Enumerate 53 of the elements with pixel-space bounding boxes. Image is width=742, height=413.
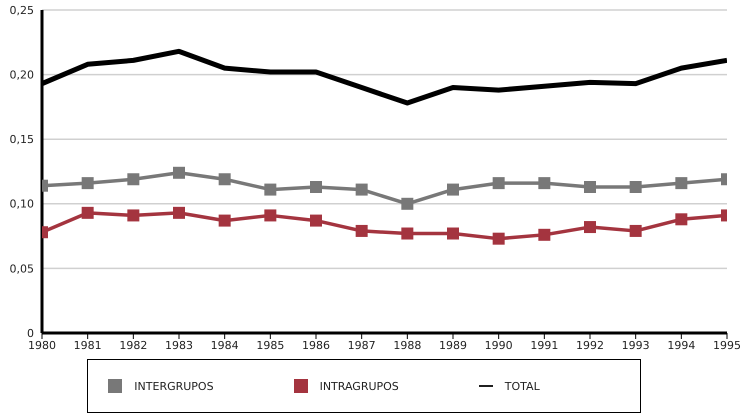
x-tick-label: 1981 — [74, 338, 102, 352]
point — [538, 177, 550, 190]
x-tick-label: 1983 — [165, 338, 193, 352]
x-tick-label: 1989 — [439, 338, 467, 352]
y-tick-label: 0,15 — [10, 133, 34, 146]
point — [82, 206, 94, 219]
x-tick-label: 1984 — [210, 338, 239, 352]
y-tick-label: 0,20 — [10, 68, 34, 82]
x-tick-label: 1993 — [622, 338, 650, 352]
point — [82, 177, 94, 190]
point — [264, 209, 276, 222]
point — [447, 184, 459, 196]
legend-label: TOTAL — [504, 380, 540, 393]
x-tick-label: 1982 — [119, 338, 148, 352]
x-tick-label: 1995 — [713, 338, 741, 352]
point — [492, 232, 505, 245]
point — [447, 228, 459, 240]
point — [264, 184, 276, 196]
x-tick-label: 1986 — [302, 338, 330, 352]
point — [401, 228, 414, 240]
y-tick-label: 0 — [27, 326, 34, 340]
point — [173, 166, 185, 179]
point — [675, 177, 688, 190]
point — [584, 221, 596, 234]
y-tick-label: 0,05 — [10, 262, 34, 276]
x-tick-label: 1990 — [484, 338, 513, 352]
point — [356, 184, 368, 196]
x-tick-label: 1987 — [348, 338, 376, 352]
point — [630, 181, 642, 194]
point — [310, 214, 322, 227]
x-tick-label: 1988 — [393, 338, 422, 352]
point — [492, 177, 505, 190]
x-tick-label: 1992 — [576, 338, 604, 352]
point — [218, 173, 231, 186]
point — [127, 173, 140, 186]
x-tick-label: 1980 — [28, 338, 56, 352]
point — [538, 228, 550, 241]
point — [630, 224, 642, 237]
point — [675, 213, 688, 226]
legend-label: INTRAGRUPOS — [320, 380, 399, 393]
point — [127, 209, 140, 222]
legend-label: INTERGRUPOS — [134, 380, 214, 393]
y-tick-label: 0,25 — [10, 4, 34, 17]
point — [310, 181, 322, 194]
point — [173, 206, 185, 219]
point — [401, 198, 414, 210]
x-tick-label: 1994 — [667, 338, 696, 352]
point — [356, 224, 368, 237]
y-tick-label: 0,10 — [10, 198, 34, 211]
x-tick-label: 1985 — [256, 338, 284, 352]
x-tick-label: 1991 — [530, 338, 558, 352]
point — [584, 181, 596, 194]
point — [218, 214, 231, 227]
